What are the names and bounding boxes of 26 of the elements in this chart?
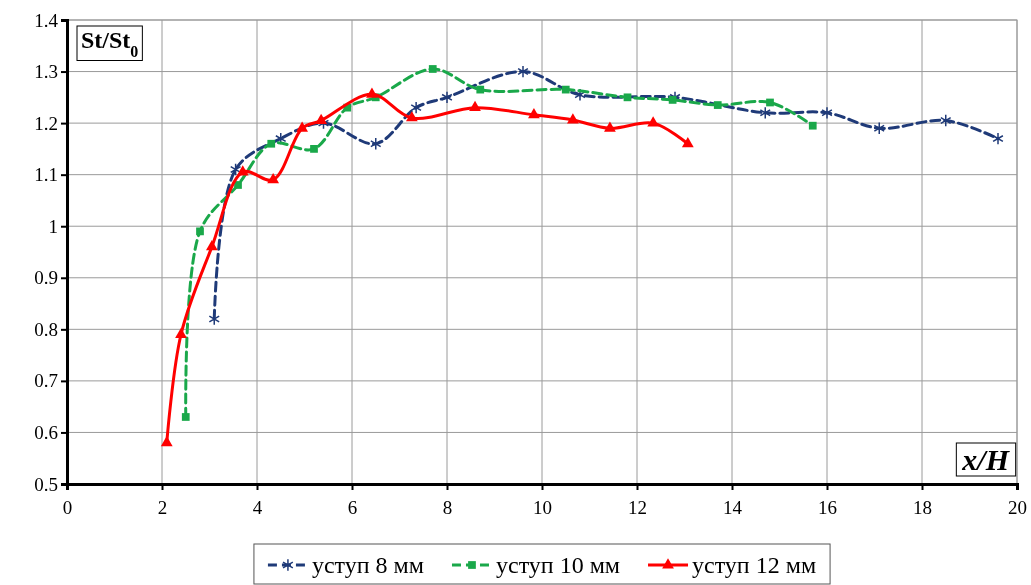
y-tick-label: 1 [48, 215, 58, 237]
x-axis-title: x/H [961, 443, 1011, 476]
y-tick-label: 1.4 [34, 9, 59, 31]
y-tick-label: 1.3 [34, 61, 58, 83]
y-tick-label: 0.9 [34, 267, 58, 289]
y-tick-label: 1.2 [34, 112, 58, 134]
legend-label: уступ 8 мм [311, 552, 424, 578]
y-tick-label: 0.5 [34, 473, 58, 495]
x-tick-label: 10 [533, 496, 552, 518]
x-tick-label: 8 [442, 496, 453, 518]
y-tick-label: 0.6 [34, 422, 58, 444]
y-tick-label: 0.7 [34, 370, 58, 392]
legend-label: уступ 12 мм [692, 552, 817, 578]
x-tick-label: 12 [628, 496, 647, 518]
y-tick-label: 0.8 [34, 318, 58, 340]
x-tick-label: 4 [252, 496, 263, 518]
x-tick-label: 2 [157, 496, 168, 518]
x-tick-label: 20 [1008, 496, 1027, 518]
x-tick-label: 18 [913, 496, 932, 518]
x-tick-label: 14 [723, 496, 743, 518]
y-tick-label: 1.1 [34, 164, 58, 186]
x-tick-label: 6 [347, 496, 358, 518]
y-axis-title: St/St$_{0}$ [81, 27, 139, 60]
x-tick-label: 16 [818, 496, 837, 518]
x-tick-label: 0 [62, 496, 73, 518]
legend-label: уступ 10 мм [495, 552, 621, 578]
